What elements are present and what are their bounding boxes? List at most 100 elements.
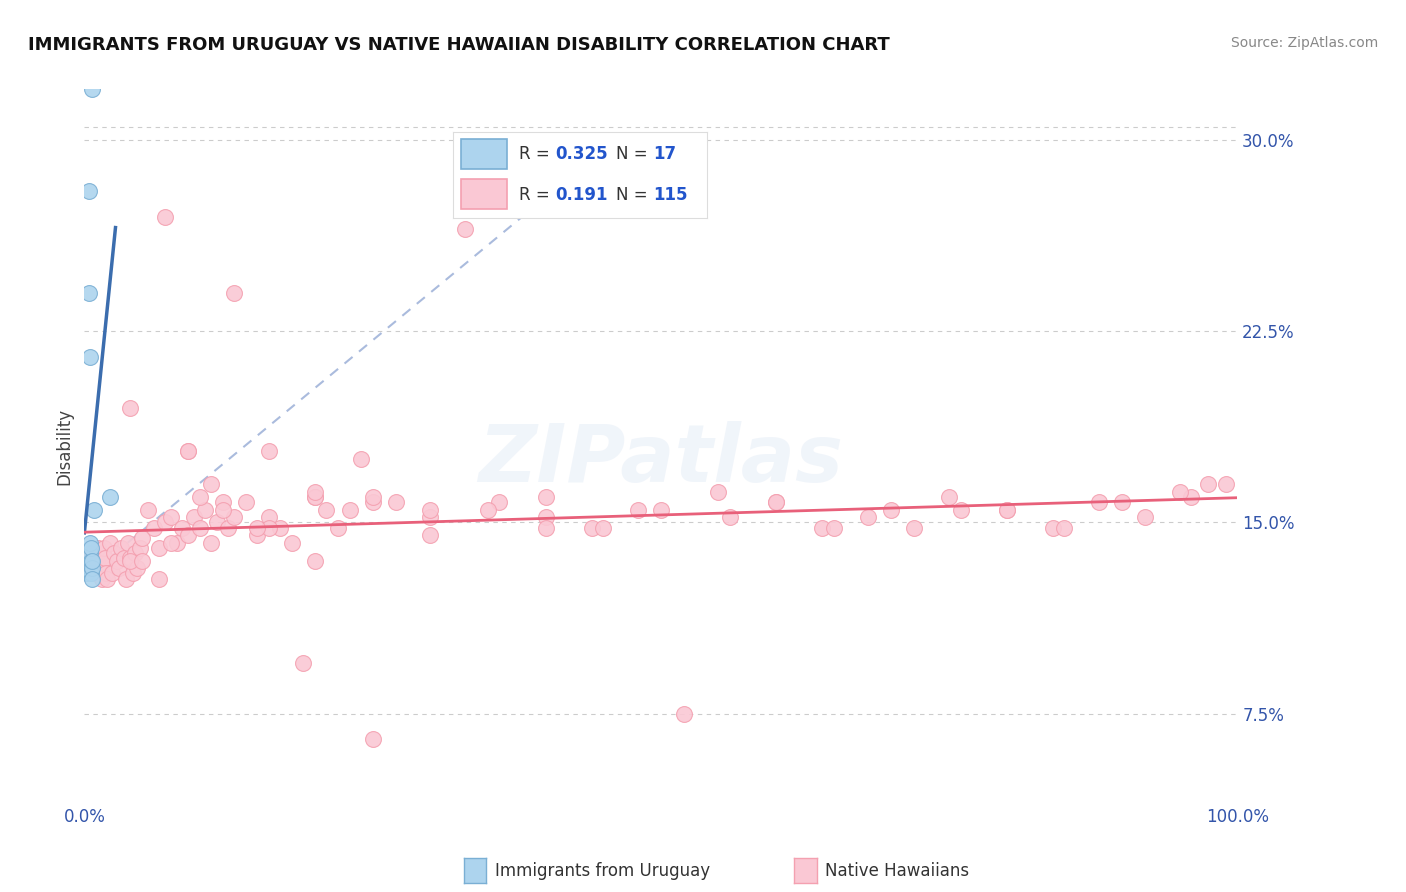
Point	[153, 516, 176, 530]
Point	[82, 554, 104, 568]
Point	[89, 551, 111, 566]
Point	[103, 546, 125, 560]
Point	[224, 286, 246, 301]
Point	[811, 520, 834, 534]
Text: R =: R =	[519, 186, 550, 203]
Point	[326, 520, 349, 534]
Point	[80, 554, 103, 568]
Point	[1111, 495, 1133, 509]
Point	[339, 502, 361, 516]
Point	[160, 536, 183, 550]
Point	[128, 541, 150, 555]
Point	[124, 546, 146, 560]
Point	[98, 536, 121, 550]
Point	[350, 451, 373, 466]
Point	[488, 495, 510, 509]
Point	[315, 502, 337, 516]
Point	[218, 520, 240, 534]
Point	[83, 502, 105, 516]
Point	[211, 502, 233, 516]
Point	[304, 484, 326, 499]
Point	[1215, 477, 1237, 491]
Point	[224, 510, 246, 524]
Point	[246, 528, 269, 542]
Text: Native Hawaiians: Native Hawaiians	[825, 862, 970, 880]
Point	[79, 536, 101, 550]
Point	[188, 520, 211, 534]
Point	[84, 566, 107, 581]
Point	[718, 510, 741, 524]
Point	[153, 210, 176, 224]
Point	[82, 546, 104, 560]
Point	[86, 554, 108, 568]
Point	[105, 554, 128, 568]
Y-axis label: Disability: Disability	[55, 408, 73, 484]
Point	[108, 561, 131, 575]
Point	[112, 551, 135, 566]
Point	[534, 520, 557, 534]
Point	[995, 502, 1018, 516]
Point	[121, 566, 143, 581]
Point	[89, 561, 111, 575]
Text: Source: ZipAtlas.com: Source: ZipAtlas.com	[1230, 36, 1378, 50]
Point	[177, 528, 200, 542]
Point	[131, 531, 153, 545]
Point	[127, 561, 149, 575]
Point	[200, 536, 222, 550]
Point	[120, 401, 142, 415]
Point	[79, 350, 101, 364]
Bar	[461, 139, 506, 169]
Point	[995, 502, 1018, 516]
Point	[80, 541, 103, 555]
Point	[419, 510, 441, 524]
Point	[142, 520, 165, 534]
Point	[131, 554, 153, 568]
Point	[183, 510, 205, 524]
Point	[101, 566, 124, 581]
Text: 17: 17	[654, 145, 676, 163]
Point	[304, 490, 326, 504]
Point	[235, 495, 257, 509]
Point	[166, 536, 188, 550]
Point	[80, 561, 103, 575]
Point	[1168, 484, 1191, 499]
Point	[96, 566, 118, 581]
Point	[707, 484, 730, 499]
Point	[188, 490, 211, 504]
Point	[903, 520, 925, 534]
Point	[148, 572, 170, 586]
Point	[949, 502, 972, 516]
Text: N =: N =	[616, 145, 647, 163]
Point	[257, 520, 280, 534]
Point	[361, 490, 384, 504]
Point	[93, 541, 115, 555]
Point	[304, 490, 326, 504]
Point	[281, 536, 304, 550]
Point	[177, 444, 200, 458]
Point	[858, 510, 880, 524]
Point	[98, 490, 121, 504]
Point	[454, 222, 477, 236]
Point	[82, 561, 104, 575]
Point	[76, 566, 98, 581]
Text: ZIPatlas: ZIPatlas	[478, 421, 844, 500]
Point	[361, 495, 384, 509]
Point	[77, 286, 100, 301]
Point	[211, 495, 233, 509]
Point	[627, 502, 650, 516]
Point	[1042, 520, 1064, 534]
Point	[534, 510, 557, 524]
Text: Immigrants from Uruguay: Immigrants from Uruguay	[495, 862, 710, 880]
Text: R =: R =	[519, 145, 550, 163]
Point	[880, 502, 903, 516]
Point	[269, 520, 291, 534]
Point	[1053, 520, 1076, 534]
Point	[91, 556, 114, 570]
Point	[87, 541, 110, 555]
Text: N =: N =	[616, 186, 647, 203]
Point	[257, 444, 280, 458]
Point	[361, 732, 384, 747]
Point	[94, 551, 117, 566]
Point	[384, 495, 406, 509]
Point	[79, 546, 101, 560]
